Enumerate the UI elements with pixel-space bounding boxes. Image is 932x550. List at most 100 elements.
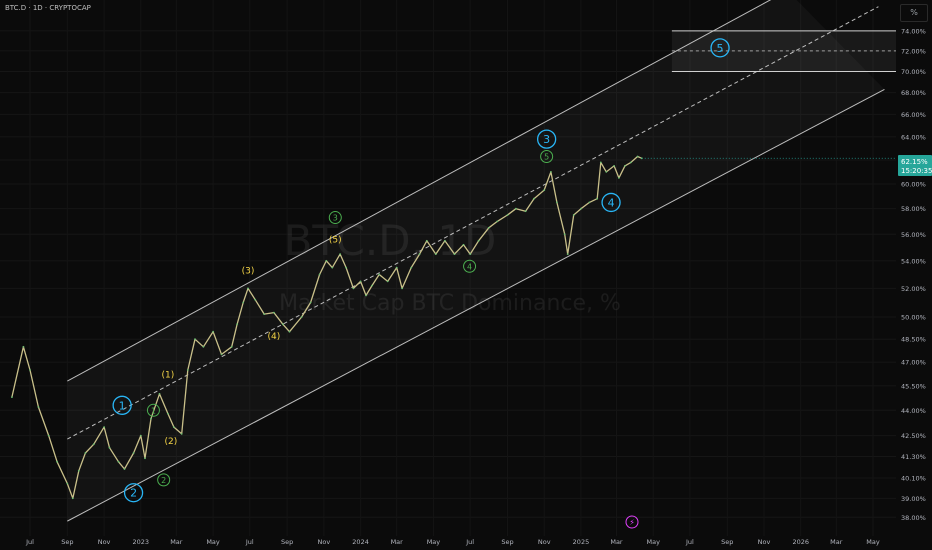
price-point [386, 280, 389, 283]
price-point [309, 301, 312, 304]
y-axis-panel [896, 0, 932, 550]
x-tick-label: Mar [170, 538, 183, 546]
alert-icon[interactable]: ⚡ [625, 515, 639, 529]
price-point [533, 197, 535, 200]
y-tick-label: 42.50% [901, 432, 926, 440]
price-point [325, 259, 328, 262]
price-point [543, 189, 546, 192]
wave-label-circle [536, 129, 557, 149]
x-tick-label: Nov [98, 538, 111, 546]
symbol-header: BTC.D · 1D · CRYPTOCAP [5, 4, 91, 12]
wave-label-circle [146, 403, 160, 417]
wave-label-circle [157, 473, 171, 487]
x-tick-label: Sep [721, 538, 733, 546]
watermark-subtitle: Market Cap BTC Dominance, % [279, 291, 621, 316]
price-tag-value: 62.15% [901, 158, 928, 166]
x-tick-label: 2026 [792, 538, 809, 546]
price-point [173, 426, 175, 428]
price-point [618, 177, 620, 179]
price-point [345, 266, 347, 269]
unit-toggle-button[interactable]: % [900, 4, 928, 22]
price-point [254, 298, 257, 301]
wave-label-circle [601, 192, 621, 213]
price-point [365, 294, 367, 297]
price-point [487, 226, 490, 229]
price-point [236, 323, 239, 326]
price-point [524, 210, 527, 213]
price-point [230, 345, 233, 348]
price-line [11, 155, 643, 499]
bolt-icon: ⚡ [629, 518, 635, 527]
price-point [624, 165, 626, 167]
price-point [132, 452, 135, 454]
price-point [103, 426, 105, 428]
x-tick-label: May [646, 538, 660, 546]
wave-label: (2) [165, 437, 178, 447]
price-point [288, 330, 291, 333]
wave-label: 2 [130, 487, 137, 500]
y-tick-label: 56.00% [901, 231, 926, 239]
wave-label: 1 [119, 399, 126, 412]
wave-label: 5 [717, 42, 724, 55]
price-point [410, 266, 413, 269]
y-tick-label: 66.00% [901, 111, 926, 119]
regression-channel[interactable] [67, 0, 885, 522]
price-point [613, 165, 615, 167]
x-tick-label: Nov [318, 538, 331, 546]
wave-label: 5 [544, 152, 549, 161]
y-tick-label: 72.00% [901, 47, 926, 55]
price-point [56, 460, 58, 463]
price-point [117, 460, 120, 463]
price-point [596, 197, 599, 200]
x-tick-label: May [206, 538, 220, 546]
y-axis[interactable]: 38.00% 39.00% 40.10% 41.30% 42.50% 44.00% 45.5… [896, 0, 932, 550]
price-point [186, 369, 189, 371]
price-point [563, 233, 566, 236]
x-tick-label: Mar [830, 538, 843, 546]
wave-label-circle [710, 38, 730, 58]
alert-icon-circle [625, 515, 639, 529]
wave-label: 4 [608, 196, 615, 209]
x-tick-label: Jul [25, 538, 34, 546]
x-tick-label: Sep [281, 538, 293, 546]
price-point [588, 201, 591, 204]
price-point [71, 497, 74, 500]
wave-label-circle [540, 149, 554, 163]
x-tick-label: Nov [758, 538, 771, 546]
x-tick-label: 2023 [133, 538, 150, 546]
y-tick-label: 47.00% [901, 359, 926, 367]
price-point [556, 201, 558, 204]
wave-label-circle [123, 483, 144, 503]
x-axis[interactable]: Jul Sep Nov 2023 Mar May Jul Sep Nov 2024 Mar May Ju… [25, 538, 880, 546]
price-point [158, 393, 161, 395]
y-tick-label: 74.00% [901, 27, 926, 35]
x-tick-label: May [427, 538, 441, 546]
price-point [22, 345, 25, 348]
y-tick-label: 41.30% [901, 453, 926, 461]
price-series [11, 155, 896, 500]
y-tick-label: 40.10% [901, 475, 926, 483]
price-point [282, 323, 284, 326]
price-point [515, 207, 517, 210]
price-point [566, 253, 569, 256]
x-tick-label: Mar [610, 538, 623, 546]
price-point [247, 287, 249, 290]
price-point [139, 434, 142, 437]
price-point [194, 338, 196, 341]
price-point [29, 369, 31, 371]
price-point [352, 287, 355, 290]
price-point [395, 266, 398, 269]
price-tag-countdown: 15:20:35 [901, 167, 932, 175]
target-zone-fill [671, 30, 896, 72]
y-tick-label: 68.00% [901, 89, 926, 97]
price-point [84, 452, 87, 454]
price-point [150, 417, 152, 420]
price-point [425, 239, 428, 242]
price-point [180, 433, 183, 435]
target-zone[interactable] [671, 30, 896, 72]
x-tick-label: May [866, 538, 880, 546]
price-point [47, 434, 50, 437]
y-tick-label: 54.00% [901, 257, 926, 265]
watermark: BTC.D, 1D Market Cap BTC Dominance, % [279, 216, 621, 316]
